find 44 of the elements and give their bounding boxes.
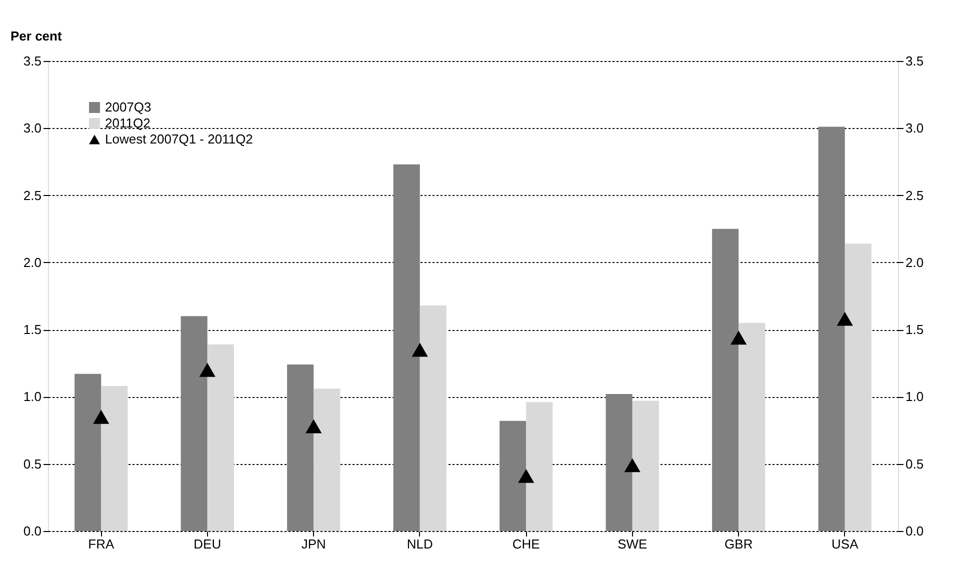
point	[518, 468, 534, 483]
point	[624, 458, 640, 472]
y-tick-label: 2.5	[23, 188, 42, 203]
y2-tick-label: 1.0	[906, 389, 924, 404]
point	[199, 362, 216, 377]
y2-tick-label: 0.0	[906, 524, 924, 538]
y-tick-label: 2.0	[23, 254, 42, 270]
bar	[74, 374, 102, 531]
bar	[712, 228, 739, 531]
x-tick-label: CHE	[512, 536, 540, 552]
y-axis-title: Per cent	[10, 28, 62, 44]
bar	[500, 420, 526, 531]
point	[836, 312, 853, 326]
bar	[287, 364, 314, 531]
point	[730, 330, 747, 345]
y2-tick-label: 3.5	[906, 54, 924, 68]
point	[306, 419, 322, 434]
legend-label: Lowest 2007Q1 - 2011Q2	[105, 132, 253, 146]
legend-label: 2007Q3	[105, 100, 152, 114]
bar	[818, 126, 845, 531]
y-tick-label: 1.5	[23, 322, 42, 338]
y-tick-label: 0.5	[23, 456, 42, 472]
x-tick-label: SWE	[618, 536, 648, 552]
x-tick-label: GBR	[724, 536, 753, 552]
y2-tick-label: 1.5	[906, 322, 924, 338]
point	[412, 342, 428, 357]
y-tick-label: 0.0	[23, 524, 42, 538]
x-tick-label: DEU	[194, 536, 222, 552]
x-tick-label: NLD	[406, 536, 433, 552]
y-tick-label: 3.5	[23, 54, 42, 68]
x-tick-label: JPN	[301, 536, 326, 552]
bar	[606, 394, 632, 531]
y2-tick-label: 0.5	[906, 456, 924, 472]
x-tick-label: FRA	[88, 536, 114, 552]
bar	[393, 164, 420, 531]
y2-tick-label: 3.0	[906, 120, 924, 136]
bar	[180, 316, 208, 531]
y-tick-label: 3.0	[23, 120, 42, 136]
y2-tick-label: 2.0	[906, 254, 924, 270]
legend-label: 2011Q2	[105, 116, 150, 130]
y2-tick-label: 2.5	[906, 188, 924, 203]
x-tick-label: USA	[832, 536, 859, 552]
point	[93, 410, 110, 424]
y-tick-label: 1.0	[23, 389, 42, 404]
